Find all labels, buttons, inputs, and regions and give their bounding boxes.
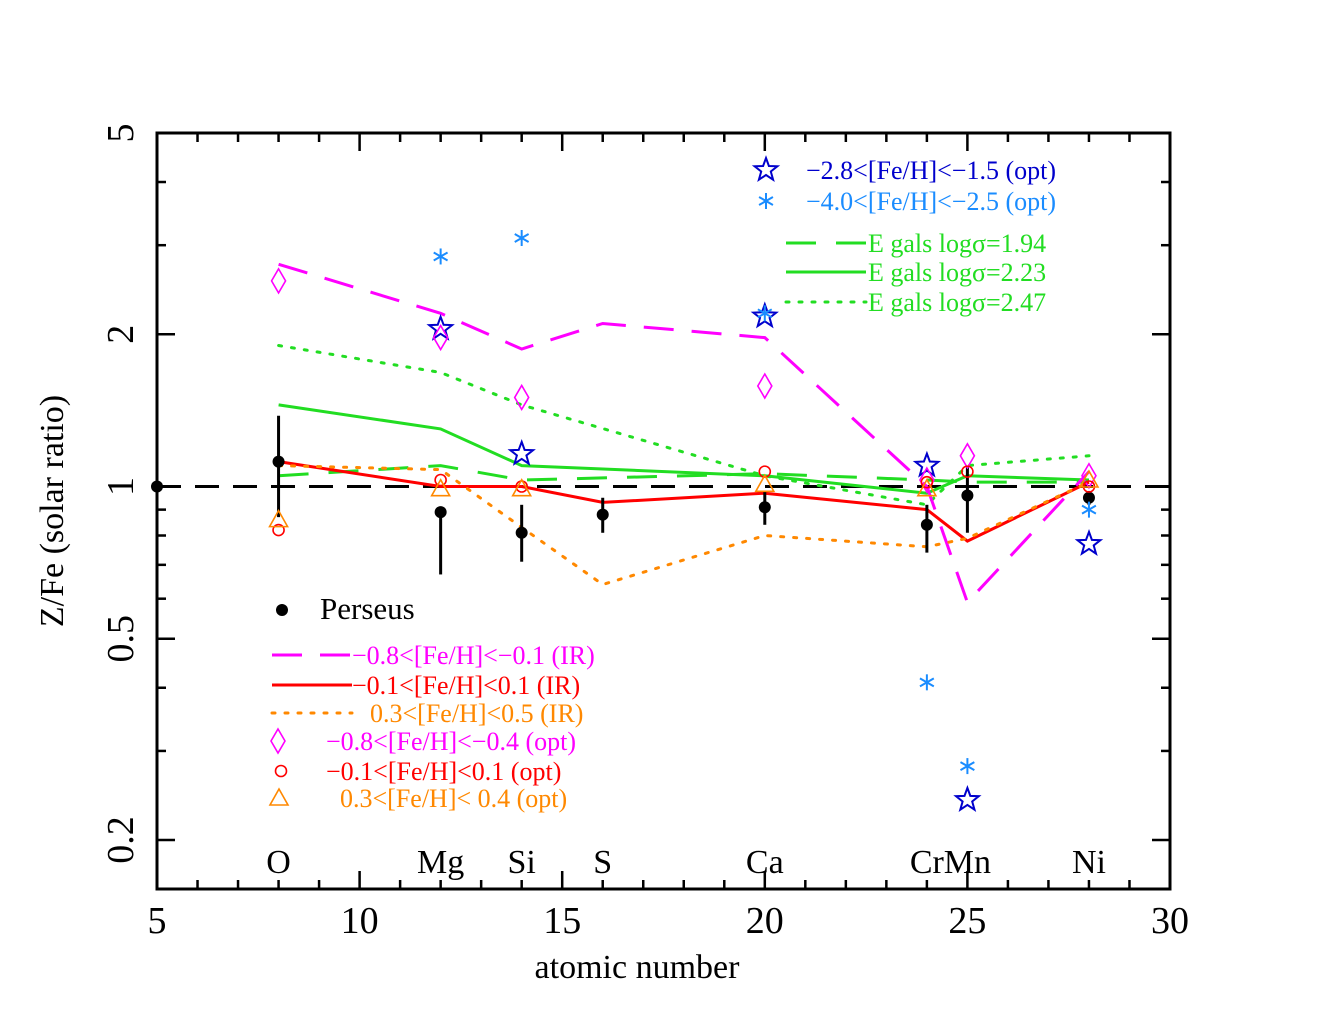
data-point-2-0 — [433, 248, 449, 265]
data-point-0-6 — [961, 489, 974, 502]
x-tick-label-25: 25 — [948, 900, 986, 942]
legend-bottom-symbol-4 — [270, 727, 286, 755]
data-point-2-3 — [919, 674, 935, 691]
x-tick-label-10: 10 — [341, 900, 379, 942]
element-label-Si: Si — [508, 844, 536, 881]
data-point-11-5 — [1078, 469, 1100, 488]
element-label-O: O — [266, 844, 291, 881]
series-line-6 — [278, 262, 1091, 606]
data-point-9-3 — [756, 372, 773, 400]
x-tick-label-30: 30 — [1151, 900, 1189, 942]
data-point-0-5 — [920, 518, 933, 531]
data-point-11-3 — [754, 473, 776, 493]
series-line-3 — [278, 464, 1089, 484]
x-tick-label-15: 15 — [543, 900, 581, 942]
data-point-0-4 — [758, 501, 771, 514]
data-point-2-2 — [757, 305, 773, 322]
legend-bottom-symbol-6 — [268, 787, 290, 806]
data-point-10-0 — [272, 523, 285, 537]
data-point-2-1 — [514, 229, 530, 246]
legend-bottom-label-0: Perseus — [320, 591, 415, 626]
legend-bottom-label-4: −0.8<[Fe/H]<−0.4 (opt) — [326, 727, 576, 756]
data-point-9-4 — [918, 466, 935, 494]
legend-bottom-label-6: 0.3<[Fe/H]< 0.4 (opt) — [340, 784, 567, 813]
element-label-Mg: Mg — [417, 844, 464, 881]
legend-bottom-symbol-5 — [274, 764, 288, 778]
plot-frame — [155, 131, 1172, 891]
data-point-1-1 — [507, 439, 536, 466]
legend-top-label-4: E gals logσ=2.47 — [868, 288, 1046, 317]
legend-top-label-1: −4.0<[Fe/H]<−2.5 (opt) — [806, 187, 1056, 216]
data-point-0-3 — [596, 508, 609, 521]
legends: −2.8<[Fe/H]<−1.5 (opt)−4.0<[Fe/H]<−2.5 (… — [268, 155, 1056, 813]
x-tick-label-5: 5 — [148, 900, 167, 942]
element-label-Cr: Cr — [910, 844, 945, 881]
series-line-8 — [277, 464, 1091, 587]
y-tick-label-0.2: 0.2 — [100, 816, 142, 864]
data-point-9-0 — [270, 267, 287, 295]
x-tick-label-20: 20 — [746, 900, 784, 942]
element-label-S: S — [593, 844, 612, 881]
data-point-11-4 — [916, 478, 938, 497]
legend-top-symbol-0 — [751, 155, 781, 183]
data-point-1-5 — [1074, 529, 1104, 556]
data-point-0-7 — [1082, 491, 1095, 504]
series-markers — [151, 229, 1104, 813]
element-label-Ni: Ni — [1072, 844, 1106, 881]
data-point-11-2 — [511, 478, 533, 497]
x-axis-title: atomic number — [535, 949, 741, 986]
data-point-10-1 — [434, 473, 447, 487]
y-tick-label-1: 1 — [100, 477, 142, 496]
legend-bottom-label-2: −0.1<[Fe/H]<0.1 (IR) — [352, 671, 580, 700]
data-point-11-0 — [268, 508, 289, 528]
data-point-0-2 — [515, 526, 528, 539]
data-point-10-3 — [758, 465, 772, 478]
legend-top-label-2: E gals logσ=1.94 — [868, 229, 1046, 258]
data-point-2-4 — [959, 758, 975, 775]
series-line-7 — [278, 460, 1090, 543]
legend-bottom-label-1: −0.8<[Fe/H]<−0.1 (IR) — [352, 641, 595, 670]
element-label-Ca: Ca — [746, 844, 784, 881]
y-tick-label-2: 2 — [100, 325, 142, 344]
legend-bottom-label-5: −0.1<[Fe/H]<0.1 (opt) — [326, 757, 561, 786]
data-point-9-1 — [432, 323, 449, 352]
data-point-2-5 — [1081, 501, 1097, 518]
legend-top-label-0: −2.8<[Fe/H]<−1.5 (opt) — [806, 156, 1056, 185]
legend-top-symbol-1 — [758, 193, 774, 209]
data-point-1-3 — [912, 450, 942, 478]
data-point-1-4 — [953, 784, 982, 813]
y-tick-label-0.5: 0.5 — [100, 615, 142, 663]
element-label-Mn: Mn — [944, 844, 991, 881]
data-point-10-4 — [920, 475, 934, 489]
legend-top-label-3: E gals logσ=2.23 — [868, 258, 1046, 287]
y-tick-label-5: 5 — [100, 124, 142, 143]
legend-bottom-symbol-0 — [276, 604, 288, 616]
data-point-0-1 — [434, 506, 447, 519]
data-point-9-5 — [959, 442, 976, 470]
data-point-9-2 — [513, 383, 530, 412]
data-point-10-5 — [961, 465, 974, 478]
legend-bottom-label-3: 0.3<[Fe/H]<0.5 (IR) — [370, 699, 583, 728]
data-point-11-1 — [430, 478, 452, 497]
data-point-0-0 — [272, 455, 285, 468]
y-axis-title: Z/Fe (solar ratio) — [34, 395, 71, 627]
data-point-1-0 — [426, 313, 455, 341]
